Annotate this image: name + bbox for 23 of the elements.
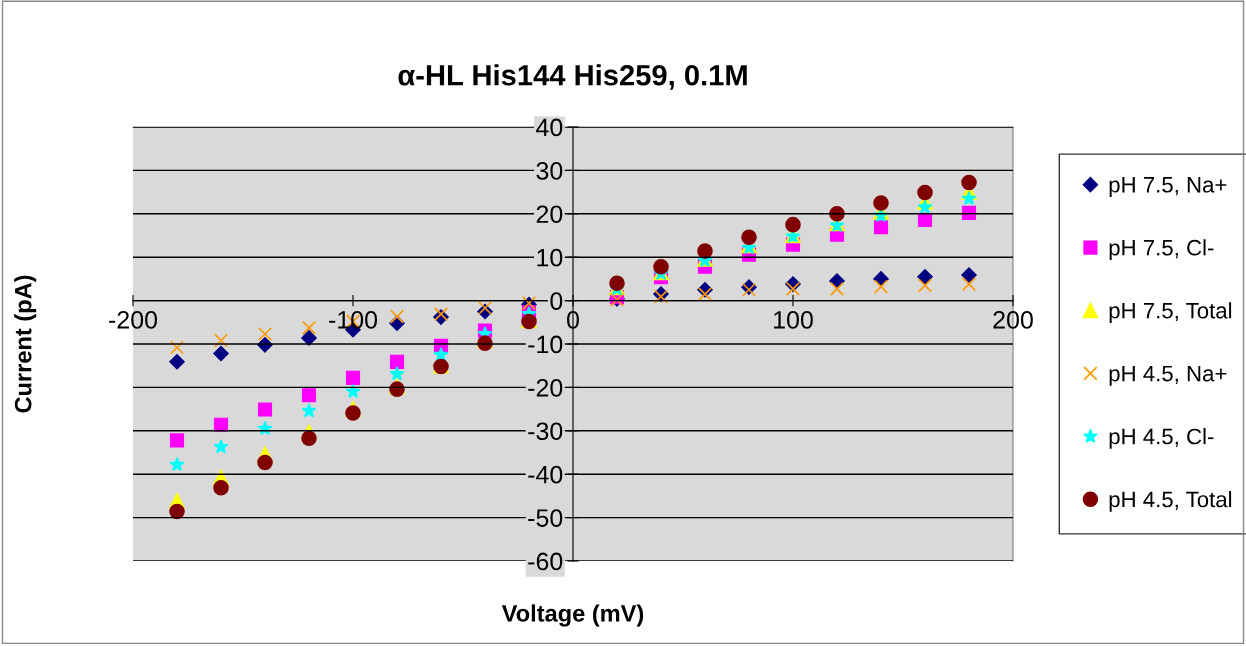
y-tick-label: 40 — [536, 118, 563, 137]
y-tick-label: -40 — [528, 465, 563, 484]
legend-label: pH 7.5, Na+ — [1109, 177, 1227, 198]
legend-label: pH 4.5, Total — [1109, 490, 1232, 512]
y-tick-label: -10 — [528, 335, 563, 354]
y-tick-label: -60 — [528, 552, 563, 571]
x-tick-label: 200 — [993, 310, 1033, 329]
legend-label: pH 7.5, Cl- — [1109, 239, 1214, 260]
x-axis-title: Voltage (mV) — [501, 604, 644, 627]
y-tick-label: -20 — [528, 379, 563, 397]
y-tick-label: 0 — [550, 292, 563, 310]
legend-label: pH 7.5, Total — [1109, 302, 1232, 323]
chart-title: α-HL His144 His259, 0.1M — [398, 64, 747, 90]
x-tick-label: -200 — [109, 310, 158, 329]
y-tick-label: 20 — [536, 205, 563, 224]
x-tick-label: 100 — [774, 310, 813, 329]
y-tick-label: 10 — [537, 248, 563, 267]
y-tick-label: 30 — [536, 162, 563, 180]
y-tick-label: -50 — [528, 509, 563, 527]
y-tick-label: -30 — [528, 422, 563, 441]
legend-label: pH 4.5, Na+ — [1109, 365, 1227, 386]
y-axis-title: Current (pA) — [14, 275, 37, 413]
legend-label: pH 4.5, Cl- — [1109, 428, 1214, 449]
